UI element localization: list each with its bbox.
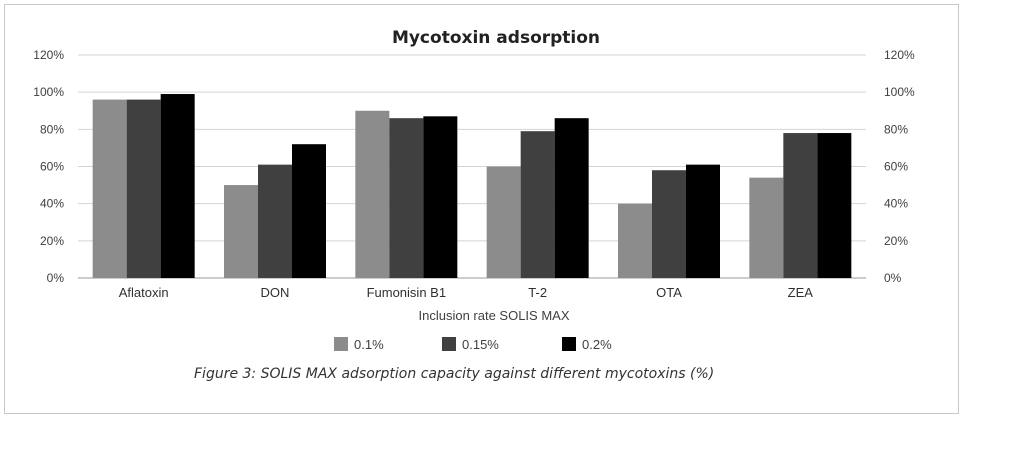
y-tick-label: 80%	[40, 122, 64, 136]
legend-swatch	[334, 337, 348, 351]
bar	[520, 131, 555, 278]
bar	[618, 203, 652, 278]
bar	[224, 185, 258, 278]
y-tick-label: 0%	[47, 271, 65, 285]
legend-label: 0.2%	[582, 337, 612, 352]
bar	[355, 110, 390, 278]
bar	[126, 99, 161, 278]
legend-swatch	[562, 337, 576, 351]
figure-caption: Figure 3: SOLIS MAX adsorption capacity …	[194, 366, 714, 382]
legend-label: 0.15%	[462, 337, 499, 352]
bar	[389, 118, 424, 278]
bar	[486, 166, 521, 278]
category-label: T-2	[528, 285, 547, 300]
category-label: DON	[261, 285, 290, 300]
bar	[258, 164, 292, 278]
y2-tick-label: 80%	[884, 122, 908, 136]
y2-tick-label: 120%	[884, 48, 915, 62]
category-labels: Aflatoxin DON Fumonisin B1 T-2 OTA ZEA	[119, 285, 814, 300]
chart-title: Mycotoxin adsorption	[392, 28, 600, 48]
bars-group	[92, 94, 852, 279]
y-tick-label: 20%	[40, 234, 64, 248]
bar	[817, 133, 852, 278]
gridlines	[78, 54, 866, 279]
bar	[686, 164, 720, 278]
bar	[92, 99, 127, 278]
y2-tick-label: 100%	[884, 85, 915, 99]
y2-tick-label: 0%	[884, 271, 902, 285]
y-tick-label: 60%	[40, 160, 64, 174]
bar	[749, 177, 784, 278]
bar	[160, 94, 195, 279]
y-tick-label: 40%	[40, 197, 64, 211]
bar	[292, 144, 326, 278]
y-tick-label: 120%	[33, 48, 64, 62]
bar	[783, 133, 818, 278]
category-label: OTA	[656, 285, 682, 300]
legend: 0.1% 0.15% 0.2%	[334, 337, 612, 352]
x-axis-label: Inclusion rate SOLIS MAX	[418, 308, 569, 323]
legend-swatch	[442, 337, 456, 351]
legend-label: 0.1%	[354, 337, 384, 352]
y2-tick-label: 40%	[884, 197, 908, 211]
right-y-axis: 0% 20% 40% 60% 80% 100% 120%	[884, 48, 915, 285]
bar	[554, 118, 589, 278]
y2-tick-label: 20%	[884, 234, 908, 248]
category-label: Fumonisin B1	[367, 285, 446, 300]
y2-tick-label: 60%	[884, 160, 908, 174]
y-tick-label: 100%	[33, 85, 64, 99]
left-y-axis: 0% 20% 40% 60% 80% 100% 120%	[33, 48, 64, 285]
category-label: Aflatoxin	[119, 285, 169, 300]
bar	[423, 116, 458, 278]
bar	[652, 170, 686, 278]
category-label: ZEA	[788, 285, 814, 300]
